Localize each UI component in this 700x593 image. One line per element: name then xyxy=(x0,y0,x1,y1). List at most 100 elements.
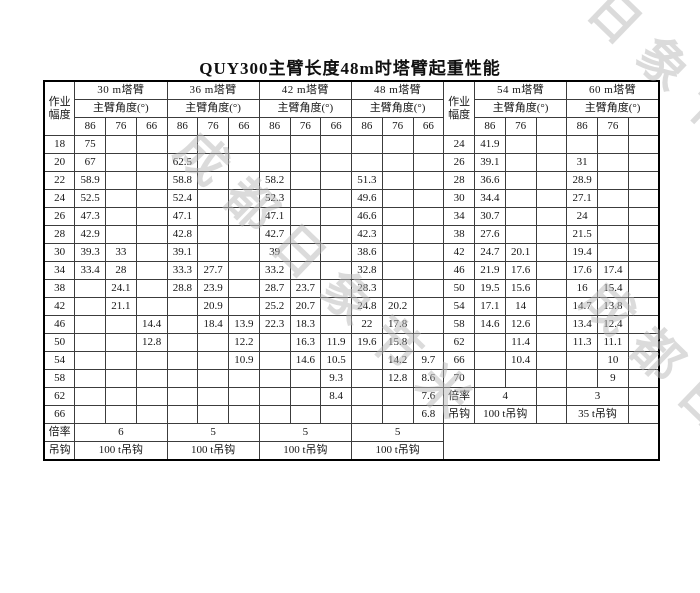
load-cell xyxy=(105,387,137,406)
load-cell xyxy=(627,297,660,316)
load-cell xyxy=(197,333,229,352)
radius-cell: 70 xyxy=(443,369,475,388)
load-cell: 75 xyxy=(74,135,106,154)
table-row: 34 33.4 28 33.3 27.7 33.2 32.8 46 21.9 17.6 17.6 17… xyxy=(43,261,660,280)
angle-value-header: 86 xyxy=(258,117,291,136)
load-cell xyxy=(135,405,168,424)
hook-cell: 100 t吊钩 xyxy=(350,441,445,461)
load-cell: 42.3 xyxy=(351,225,383,244)
angle-value-header: 66 xyxy=(320,117,352,136)
load-cell xyxy=(597,189,629,208)
load-cell xyxy=(258,405,291,424)
load-cell: 17.1 xyxy=(474,297,506,316)
load-cell: 13.4 xyxy=(566,315,598,334)
load-cell: 15.8 xyxy=(381,333,414,352)
load-cell xyxy=(197,405,229,424)
load-cell: 14.6 xyxy=(474,315,506,334)
load-cell xyxy=(197,153,229,172)
load-cell: 13.8 xyxy=(597,297,629,316)
angle-value-header: 66 xyxy=(228,117,260,136)
load-cell xyxy=(74,297,106,316)
load-cell xyxy=(228,171,260,190)
load-cell xyxy=(412,135,445,154)
load-cell xyxy=(289,225,322,244)
load-cell: 28.3 xyxy=(351,279,383,298)
load-cell: 10 xyxy=(597,351,629,370)
load-cell: 19.4 xyxy=(566,243,598,262)
load-cell xyxy=(74,315,106,334)
load-cell: 23.7 xyxy=(289,279,322,298)
load-cell: 14.2 xyxy=(381,351,414,370)
load-cell xyxy=(535,207,568,226)
load-cell xyxy=(105,333,137,352)
load-cell xyxy=(135,243,168,262)
load-cell xyxy=(351,369,383,388)
load-cell xyxy=(320,189,352,208)
load-cell: 20.1 xyxy=(504,243,537,262)
ratio-cell: 5 xyxy=(166,423,260,442)
load-cell xyxy=(258,333,291,352)
hook-cell: 100 t吊钩 xyxy=(166,441,260,461)
load-cell: 12.8 xyxy=(381,369,414,388)
load-cell: 22.3 xyxy=(258,315,291,334)
load-cell: 9.7 xyxy=(412,351,445,370)
load-cell xyxy=(627,153,660,172)
load-cell: 52.5 xyxy=(74,189,106,208)
load-cell: 27.6 xyxy=(474,225,506,244)
ratio-cell: 3 xyxy=(566,387,629,406)
load-cell xyxy=(504,135,537,154)
load-cell: 47.1 xyxy=(258,207,291,226)
blank-cell xyxy=(535,387,568,406)
angle-value-header: 86 xyxy=(474,117,506,136)
angle-value-header: 86 xyxy=(166,117,199,136)
load-cell xyxy=(228,297,260,316)
table-row: 18 75 24 41.9 xyxy=(43,135,660,154)
table-row: 86 76 66 86 76 66 86 76 66 86 76 66 86 76 86 76 xyxy=(44,117,660,136)
load-cell xyxy=(105,207,137,226)
load-cell: 24.8 xyxy=(351,297,383,316)
boom-angle-header: 主臂角度(°) xyxy=(566,99,660,118)
load-cell: 42.7 xyxy=(258,225,291,244)
table-row: 58 9.3 12.8 8.6 70 9 xyxy=(43,369,660,388)
boom-angle-header: 主臂角度(°) xyxy=(350,99,445,118)
load-cell xyxy=(105,189,137,208)
load-cell xyxy=(166,351,199,370)
load-cell: 17.6 xyxy=(566,261,598,280)
blank-cell xyxy=(627,387,660,406)
radius-cell: 54 xyxy=(43,351,76,370)
load-cell xyxy=(597,243,629,262)
load-cell xyxy=(197,351,229,370)
angle-value-header: 76 xyxy=(597,117,629,136)
load-cell xyxy=(351,135,383,154)
table-row: 24 52.5 52.4 52.3 49.6 30 34.4 27.1 xyxy=(43,189,660,208)
load-cell xyxy=(320,135,352,154)
load-cell xyxy=(504,189,537,208)
load-cell xyxy=(74,279,106,298)
load-cell xyxy=(381,387,414,406)
table-row: 42 21.1 20.9 25.2 20.7 24.8 20.2 54 17.1 14 14.7 13… xyxy=(43,297,660,316)
load-cell: 25.2 xyxy=(258,297,291,316)
hook-label-cell: 吊钩 xyxy=(443,405,475,424)
load-cell xyxy=(627,315,660,334)
table-row: 50 12.8 12.2 16.3 11.9 19.6 15.8 62 11.4 11.3 11.1 xyxy=(43,333,660,352)
table-row: 倍率 6 5 5 5 xyxy=(43,423,660,461)
table-row: 20 67 62.5 26 39.1 31 xyxy=(43,153,660,172)
radius-cell: 18 xyxy=(43,135,76,154)
load-cell xyxy=(597,225,629,244)
load-cell xyxy=(627,189,660,208)
load-cell: 46.6 xyxy=(351,207,383,226)
load-cell xyxy=(627,261,660,280)
load-cell xyxy=(74,369,106,388)
load-cell xyxy=(197,135,229,154)
load-cell: 67 xyxy=(74,153,106,172)
load-cell xyxy=(74,333,106,352)
load-cell: 34.4 xyxy=(474,189,506,208)
load-cell xyxy=(289,189,322,208)
load-cell xyxy=(412,333,445,352)
table-row: 30 39.3 33 39.1 39 38.6 42 24.7 20.1 19.4 xyxy=(43,243,660,262)
load-cell: 12.8 xyxy=(135,333,168,352)
load-cell: 11.1 xyxy=(597,333,629,352)
load-cell: 24.7 xyxy=(474,243,506,262)
load-cell xyxy=(535,171,568,190)
load-cell: 14.6 xyxy=(289,351,322,370)
